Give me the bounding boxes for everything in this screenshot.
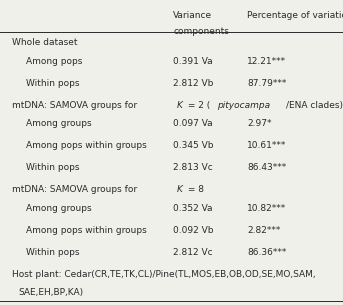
Text: mtDNA: SAMOVA groups for: mtDNA: SAMOVA groups for: [12, 185, 140, 194]
Text: components: components: [173, 27, 229, 36]
Text: Among groups: Among groups: [26, 119, 91, 128]
Text: = 8: = 8: [185, 185, 204, 194]
Text: Percentage of variation: Percentage of variation: [247, 11, 343, 20]
Text: 0.345 Vb: 0.345 Vb: [173, 141, 214, 150]
Text: 10.82***: 10.82***: [247, 204, 286, 213]
Text: 87.79***: 87.79***: [247, 79, 286, 88]
Text: Among pops: Among pops: [26, 57, 82, 66]
Text: Host plant: Cedar(CR,TE,TK,CL)/Pine(TL,MOS,EB,OB,OD,SE,MO,SAM,: Host plant: Cedar(CR,TE,TK,CL)/Pine(TL,M…: [12, 270, 316, 279]
Text: 2.82***: 2.82***: [247, 226, 280, 235]
Text: 0.352 Va: 0.352 Va: [173, 204, 213, 213]
Text: 2.812 Vb: 2.812 Vb: [173, 79, 214, 88]
Text: pityocampa: pityocampa: [217, 101, 270, 110]
Text: Whole dataset: Whole dataset: [12, 38, 78, 47]
Text: 0.092 Vb: 0.092 Vb: [173, 226, 214, 235]
Text: Within pops: Within pops: [26, 163, 79, 172]
Text: 2.97*: 2.97*: [247, 119, 271, 128]
Text: = 2 (: = 2 (: [185, 101, 210, 110]
Text: 86.36***: 86.36***: [247, 248, 286, 257]
Text: 2.812 Vc: 2.812 Vc: [173, 248, 213, 257]
Text: 12.21***: 12.21***: [247, 57, 286, 66]
Text: K: K: [177, 101, 183, 110]
Text: mtDNA: SAMOVA groups for: mtDNA: SAMOVA groups for: [12, 101, 140, 110]
Text: SAE,EH,BP,KA): SAE,EH,BP,KA): [19, 289, 84, 297]
Text: 0.391 Va: 0.391 Va: [173, 57, 213, 66]
Text: Within pops: Within pops: [26, 79, 79, 88]
Text: 0.097 Va: 0.097 Va: [173, 119, 213, 128]
Text: Among pops within groups: Among pops within groups: [26, 226, 146, 235]
Text: 2.813 Vc: 2.813 Vc: [173, 163, 213, 172]
Text: Within pops: Within pops: [26, 248, 79, 257]
Text: Among groups: Among groups: [26, 204, 91, 213]
Text: 86.43***: 86.43***: [247, 163, 286, 172]
Text: Variance: Variance: [173, 11, 212, 20]
Text: /ENA clades): /ENA clades): [286, 101, 343, 110]
Text: 10.61***: 10.61***: [247, 141, 286, 150]
Text: K: K: [177, 185, 183, 194]
Text: Among pops within groups: Among pops within groups: [26, 141, 146, 150]
